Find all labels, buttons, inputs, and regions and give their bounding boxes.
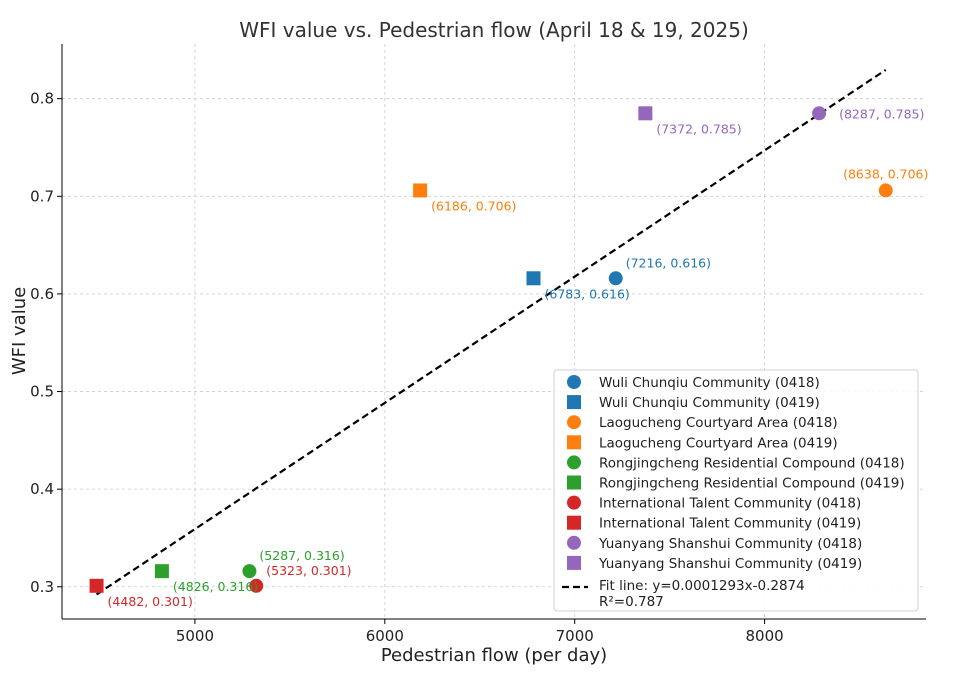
legend-entry-label: Rongjingcheng Residential Compound (0418…: [599, 455, 905, 471]
data-label: (8638, 0.706): [843, 166, 928, 181]
data-label: (5323, 0.301): [266, 563, 351, 578]
x-tick-label: 7000: [556, 627, 594, 645]
x-axis-label: Pedestrian flow (per day): [381, 645, 607, 666]
legend-r2-label: R²=0.787: [599, 594, 664, 610]
y-tick-label: 0.5: [30, 383, 54, 401]
legend-entry-label: Rongjingcheng Residential Compound (0419…: [599, 476, 905, 492]
data-point-circle: [608, 271, 623, 286]
x-tick-label: 6000: [366, 627, 404, 645]
legend-marker-square: [567, 475, 581, 490]
legend-entry-label: International Talent Community (0418): [599, 496, 861, 512]
legend-entry-label: International Talent Community (0419): [599, 516, 861, 532]
data-label: (8287, 0.785): [839, 106, 924, 121]
data-point-square: [413, 183, 428, 198]
fit-line-layer: [95, 68, 887, 596]
legend-entry-label: Wuli Chunqiu Community (0418): [599, 375, 820, 391]
y-tick-label: 0.4: [30, 480, 54, 498]
fit-line: [95, 68, 887, 596]
legend: Wuli Chunqiu Community (0418) Wuli Chunqi…: [553, 369, 919, 612]
y-axis-label: WFI value: [9, 287, 30, 375]
legend-marker-circle: [567, 535, 581, 550]
legend-entry-label: Laogucheng Courtyard Area (0418): [599, 415, 838, 431]
data-points: [89, 106, 893, 593]
data-label: (4482, 0.301): [108, 594, 193, 609]
data-point-circle: [242, 564, 257, 579]
legend-box: [553, 369, 919, 612]
data-point-square: [638, 106, 653, 121]
legend-marker-square: [567, 395, 581, 410]
legend-marker-square: [567, 515, 581, 530]
chart-title: WFI value vs. Pedestrian flow (April 18 …: [239, 18, 749, 42]
data-label: (7372, 0.785): [656, 121, 741, 136]
data-point-circle: [249, 578, 264, 593]
x-tick-label: 8000: [745, 627, 783, 645]
y-tick-label: 0.7: [30, 187, 54, 205]
y-tick-label: 0.8: [30, 90, 54, 108]
legend-fit-label: Fit line: y=0.0001293x-0.2874: [599, 578, 805, 594]
data-label: (6186, 0.706): [431, 198, 516, 213]
legend-marker-circle: [567, 415, 581, 430]
data-point-square: [89, 578, 104, 593]
legend-entry-label: Laogucheng Courtyard Area (0419): [599, 435, 838, 451]
data-point-circle: [878, 183, 893, 198]
data-point-square: [526, 271, 541, 286]
tick-labels: 5000 6000 7000 8000 0.3 0.4 0.5 0.6 0.7 0.8: [30, 90, 784, 645]
x-tick-label: 5000: [176, 627, 214, 645]
data-point-circle: [812, 106, 827, 121]
y-tick-label: 0.6: [30, 285, 54, 303]
legend-entry-label: Yuanyang Shanshui Community (0419): [598, 556, 862, 572]
data-label: (6783, 0.616): [544, 286, 629, 301]
legend-marker-circle: [567, 455, 581, 470]
legend-marker-circle: [567, 495, 581, 510]
data-labels: (7216, 0.616) (6783, 0.616) (8638, 0.706) (…: [108, 106, 929, 608]
legend-marker-circle: [567, 375, 581, 389]
y-tick-label: 0.3: [30, 578, 54, 596]
legend-entry-label: Wuli Chunqiu Community (0419): [599, 395, 820, 411]
data-label: (7216, 0.616): [626, 255, 711, 270]
data-label: (5287, 0.316): [259, 548, 344, 563]
legend-marker-square: [567, 555, 581, 570]
data-point-square: [154, 564, 169, 579]
legend-marker-square: [567, 435, 581, 450]
data-label: (4826, 0.316): [173, 579, 258, 594]
legend-entry-label: Yuanyang Shanshui Community (0418): [598, 536, 862, 552]
axes: [61, 44, 926, 620]
